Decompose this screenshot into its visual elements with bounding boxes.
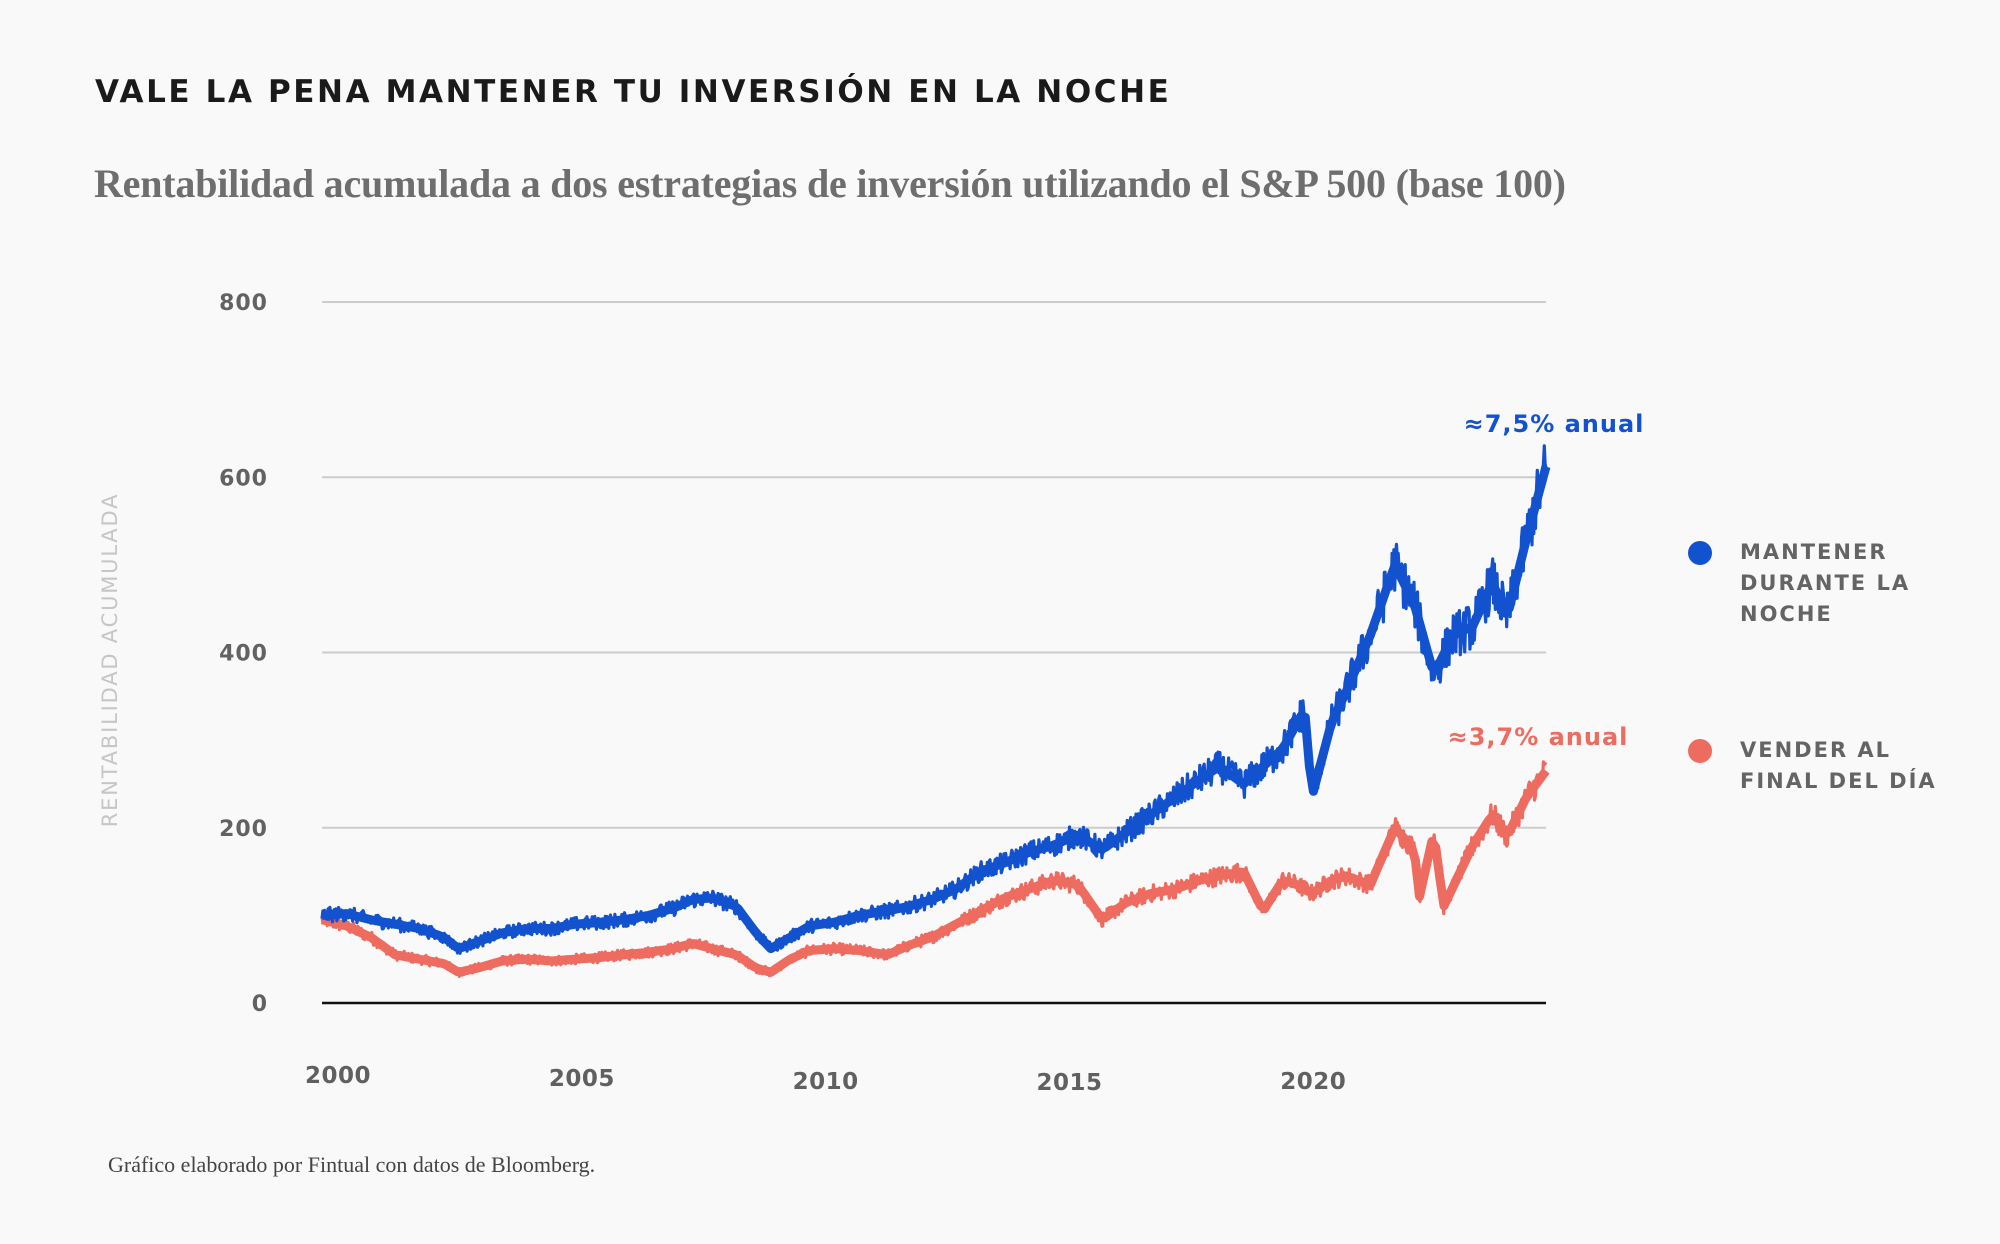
- source-footnote: Gráfico elaborado por Fintual con datos …: [108, 1152, 596, 1177]
- legend-dot-red-icon: [1688, 739, 1712, 763]
- x-tick-label: 2010: [793, 1069, 859, 1095]
- x-tick-label: 2015: [1036, 1070, 1102, 1096]
- y-tick-label: 0: [252, 992, 268, 1017]
- y-axis-ticks: 0 200 400 600 800: [219, 291, 268, 1017]
- legend-dot-blue-icon: [1688, 541, 1712, 565]
- chart-subtitle: Rentabilidad acumulada a dos estrategias…: [94, 161, 1566, 206]
- series-band-vender: [320, 768, 1550, 977]
- annotations: ≈7,5% anual ≈3,7% anual: [1448, 410, 1645, 751]
- x-tick-label: 2000: [305, 1063, 371, 1089]
- series-band-mantener: [321, 465, 1551, 954]
- y-tick-label: 600: [219, 466, 268, 491]
- y-tick-label: 800: [219, 291, 268, 316]
- y-tick-label: 400: [219, 642, 268, 667]
- chart-title: VALE LA PENA MANTENER TU INVERSIÓN EN LA…: [95, 74, 1172, 110]
- x-axis-ticks: 2000 2005 2010 2015 2020: [305, 1063, 1346, 1096]
- x-tick-label: 2005: [549, 1066, 615, 1092]
- legend-label: MANTENER DURANTE LA NOCHE: [1740, 540, 1911, 626]
- legend-item-vender: VENDER AL FINAL DEL DÍA: [1688, 735, 1960, 797]
- series-line-vender: [320, 760, 1548, 978]
- annotation-mantener-rate: ≈7,5% anual: [1464, 410, 1645, 438]
- x-tick-label: 2020: [1280, 1069, 1346, 1095]
- y-axis-label: RENTABILIDAD ACUMULADA: [98, 493, 122, 827]
- y-tick-label: 200: [219, 817, 268, 842]
- legend-label: VENDER AL FINAL DEL DÍA: [1740, 738, 1937, 793]
- annotation-vender-rate: ≈3,7% anual: [1448, 723, 1629, 751]
- series-group: [320, 444, 1551, 978]
- grid-lines: [322, 301, 1546, 829]
- legend-item-mantener: MANTENER DURANTE LA NOCHE: [1688, 537, 1960, 630]
